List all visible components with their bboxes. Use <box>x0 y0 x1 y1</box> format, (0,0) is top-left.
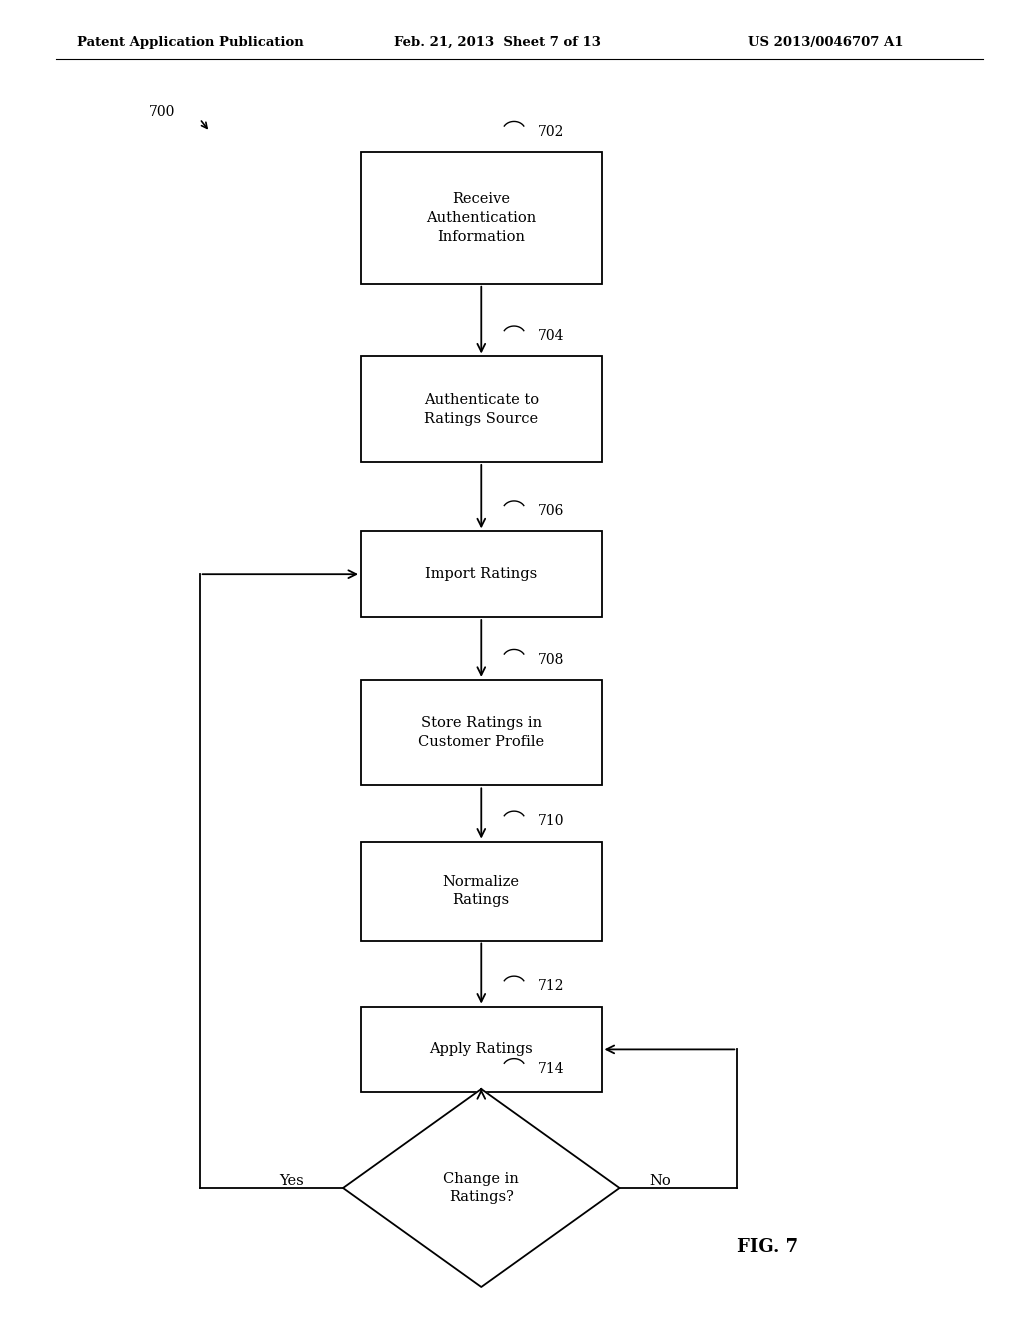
Text: Authenticate to
Ratings Source: Authenticate to Ratings Source <box>424 393 539 425</box>
Text: 704: 704 <box>538 329 564 343</box>
Text: Change in
Ratings?: Change in Ratings? <box>443 1172 519 1204</box>
Polygon shape <box>343 1089 620 1287</box>
Text: 700: 700 <box>148 106 175 119</box>
Text: US 2013/0046707 A1: US 2013/0046707 A1 <box>748 36 903 49</box>
Text: 702: 702 <box>538 124 564 139</box>
Text: 708: 708 <box>538 652 564 667</box>
Text: Yes: Yes <box>280 1175 304 1188</box>
Text: 712: 712 <box>538 979 564 993</box>
Bar <box>360 152 601 284</box>
Text: Patent Application Publication: Patent Application Publication <box>77 36 303 49</box>
Text: Normalize
Ratings: Normalize Ratings <box>442 875 520 907</box>
Bar <box>360 532 601 618</box>
Text: FIG. 7: FIG. 7 <box>737 1238 799 1257</box>
Text: Store Ratings in
Customer Profile: Store Ratings in Customer Profile <box>418 717 545 748</box>
Text: 706: 706 <box>538 504 564 519</box>
Bar <box>360 842 601 940</box>
Text: 710: 710 <box>538 814 564 829</box>
Text: 714: 714 <box>538 1061 564 1076</box>
Text: Receive
Authentication
Information: Receive Authentication Information <box>426 191 537 244</box>
Text: Apply Ratings: Apply Ratings <box>429 1043 534 1056</box>
Bar <box>360 356 601 462</box>
Bar <box>360 1006 601 1093</box>
Text: No: No <box>649 1175 672 1188</box>
Bar <box>360 680 601 785</box>
Text: Import Ratings: Import Ratings <box>425 568 538 581</box>
Text: Feb. 21, 2013  Sheet 7 of 13: Feb. 21, 2013 Sheet 7 of 13 <box>394 36 601 49</box>
